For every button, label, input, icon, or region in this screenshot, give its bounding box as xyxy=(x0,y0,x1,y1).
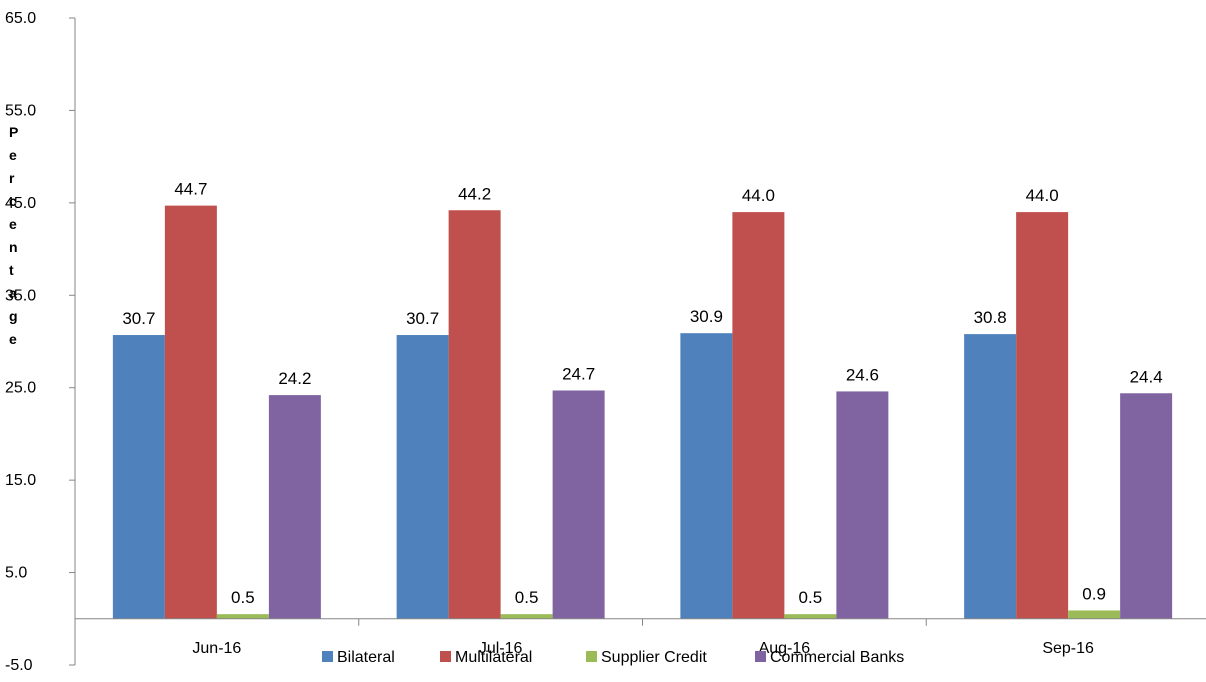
data-label: 0.9 xyxy=(1082,584,1106,603)
legend-label: Commercial Banks xyxy=(770,649,904,666)
legend-swatch xyxy=(586,651,597,662)
y-axis-label-char: e xyxy=(9,216,17,232)
legend-swatch xyxy=(322,651,333,662)
x-tick-label: Aug-16 xyxy=(759,640,811,657)
y-axis-label-char: P xyxy=(9,124,18,140)
y-axis-label-char: a xyxy=(9,285,17,301)
y-axis-label-char: e xyxy=(9,147,17,163)
legend: Bilateral Multilateral Supplier Credit Comm… xyxy=(322,649,904,666)
y-tick-label: 15.0 xyxy=(5,472,36,489)
legend-label: Supplier Credit xyxy=(601,649,707,666)
bar xyxy=(112,335,165,619)
bar xyxy=(448,210,501,619)
data-label: 24.2 xyxy=(278,369,311,388)
legend-swatch xyxy=(755,651,766,662)
bar xyxy=(1016,212,1069,619)
legend-label: Multilateral xyxy=(455,649,532,666)
bar xyxy=(268,395,321,619)
data-label: 30.9 xyxy=(690,307,723,326)
data-label: 0.5 xyxy=(231,588,255,607)
y-tick-label: 65.0 xyxy=(5,10,36,27)
data-label: 44.0 xyxy=(1026,186,1059,205)
bar xyxy=(164,205,217,619)
bar xyxy=(964,334,1017,619)
y-axis-label-char: c xyxy=(9,193,17,209)
data-label: 0.5 xyxy=(799,588,823,607)
y-axis-label-char: t xyxy=(9,262,14,278)
y-tick-label: 5.0 xyxy=(5,565,27,582)
data-labels: 30.7 44.7 0.5 24.2 30.7 44.2 0.5 24.7 30.9 44.0 0.… xyxy=(122,180,1162,608)
data-label: 30.7 xyxy=(406,309,439,328)
bar xyxy=(500,614,553,619)
data-label: 24.7 xyxy=(562,364,595,383)
data-label: 24.4 xyxy=(1130,367,1163,386)
data-label: 0.5 xyxy=(515,588,539,607)
bar xyxy=(552,390,605,619)
data-label: 44.0 xyxy=(742,186,775,205)
legend-swatch xyxy=(440,651,451,662)
data-label: 44.2 xyxy=(458,184,491,203)
y-tick-label: -5.0 xyxy=(5,657,33,674)
bar xyxy=(836,391,889,619)
y-axis-label-char: r xyxy=(9,170,15,186)
y-tick-label: 45.0 xyxy=(5,195,36,212)
y-tick-label: 25.0 xyxy=(5,380,36,397)
data-label: 30.7 xyxy=(122,309,155,328)
bars xyxy=(112,205,1173,619)
y-tick-label: 55.0 xyxy=(5,102,36,119)
x-tick-label: Jul-16 xyxy=(479,640,523,657)
y-axis: 65.0 55.0 45.0 35.0 25.0 15.0 5.0 -5.0 xyxy=(5,10,76,674)
legend-label: Bilateral xyxy=(337,649,395,666)
data-label: 30.8 xyxy=(974,308,1007,327)
y-axis-label-char: g xyxy=(9,308,18,324)
bar xyxy=(784,614,837,619)
y-axis-label-char: n xyxy=(9,239,18,255)
bar xyxy=(732,212,785,619)
y-axis-label-char: e xyxy=(9,331,17,347)
x-axis: Jun-16 Jul-16 Aug-16 Sep-16 xyxy=(74,618,1206,657)
data-label: 24.6 xyxy=(846,365,879,384)
x-tick-label: Jun-16 xyxy=(192,640,241,657)
data-label: 44.7 xyxy=(174,180,207,199)
bar xyxy=(680,333,733,619)
bar xyxy=(1120,393,1173,619)
bar xyxy=(216,614,269,619)
bar xyxy=(396,335,449,619)
x-tick-label: Sep-16 xyxy=(1042,640,1094,657)
y-tick-label: 35.0 xyxy=(5,287,36,304)
bar xyxy=(1068,610,1121,619)
